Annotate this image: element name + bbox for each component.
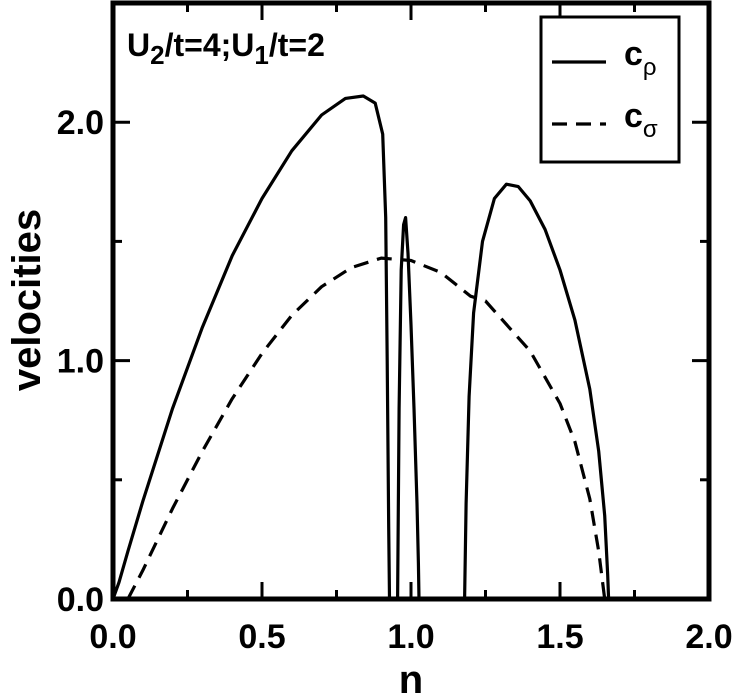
annotation-text: U xyxy=(127,27,150,63)
legend-label-base: c xyxy=(624,97,643,135)
annotation-text: /t=2 xyxy=(269,27,325,63)
legend-label-subscript: ρ xyxy=(643,54,657,81)
x-tick-label: 0.5 xyxy=(238,618,285,656)
x-tick-label: 1.5 xyxy=(536,618,583,656)
legend-box xyxy=(539,15,681,164)
legend-label: cρ xyxy=(624,35,657,81)
legend-label-subscript: σ xyxy=(643,116,658,143)
x-axis-title: n xyxy=(399,658,423,697)
series-solid-segment-1 xyxy=(111,94,392,600)
series-solid-segment-3 xyxy=(463,182,611,600)
labels-layer: 0.0 0.5 1.0 1.5 2.0 0.0 1.0 2.0 xyxy=(57,104,733,656)
legend-label-base: c xyxy=(624,35,643,73)
series-layer xyxy=(111,94,611,600)
x-tick-label: 0.0 xyxy=(89,618,136,656)
annotation-subscript: 1 xyxy=(254,40,268,70)
y-tick-label: 1.0 xyxy=(57,343,104,381)
y-tick-label: 0.0 xyxy=(57,581,104,619)
x-tick-label: 2.0 xyxy=(685,618,732,656)
y-tick-label: 2.0 xyxy=(57,104,104,142)
annotation-subscript: 2 xyxy=(150,40,164,70)
plot-frame xyxy=(110,0,712,602)
series-dashed-segment-1 xyxy=(126,256,607,600)
y-axis-title: velocities xyxy=(5,209,49,391)
legend-label: cσ xyxy=(624,97,658,143)
chart-annotation: U2/t=4;U1/t=2 xyxy=(127,27,325,70)
x-tick-label: 1.0 xyxy=(387,618,434,656)
series-solid-segment-2 xyxy=(396,216,421,600)
annotation-text: /t=4;U xyxy=(165,27,255,63)
